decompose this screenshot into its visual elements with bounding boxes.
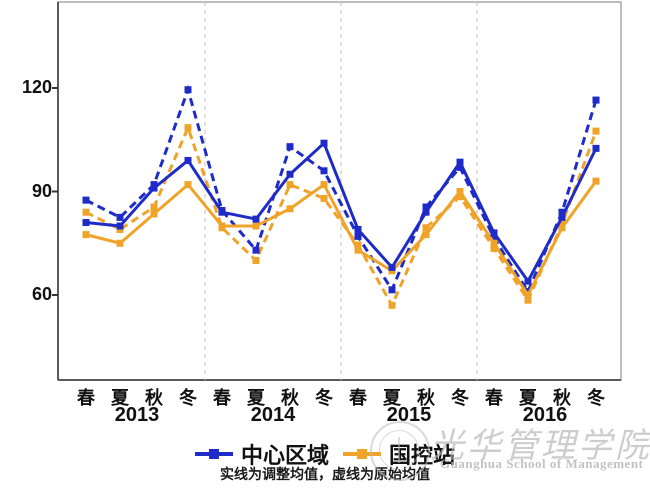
x-axis-label-season: 秋 [145, 388, 163, 408]
x-axis-label-season: 春 [77, 388, 95, 408]
x-axis-label-season: 春 [213, 388, 231, 408]
legend-label-national-station: 国控站 [389, 443, 456, 468]
x-axis-label-season: 冬 [451, 388, 469, 408]
x-axis-label-season: 春 [485, 388, 503, 408]
x-axis-label-season: 夏 [519, 388, 537, 408]
x-axis-label-season: 秋 [417, 388, 435, 408]
legend-item-center-region: 中心区域 [194, 438, 329, 470]
x-axis-label-year: 2015 [386, 404, 432, 426]
y-tick-label-90: 90 [31, 181, 52, 201]
x-axis-label-season: 春 [349, 388, 367, 408]
chart-legend: 中心区域 国控站 [0, 438, 650, 470]
x-axis-label-season: 冬 [315, 388, 333, 408]
legend-swatch-blue-line-icon [194, 449, 233, 459]
x-axis-label-season: 冬 [587, 388, 605, 408]
x-axis-label-season: 夏 [111, 388, 129, 408]
chart-caption: 实线为调整均值，虚线为原始均值 [220, 468, 430, 483]
y-tick-label-120: 120 [21, 77, 52, 97]
x-axis-label-season: 秋 [553, 388, 571, 408]
x-axis-label-year: 2013 [114, 404, 160, 426]
x-axis-label-year: 2016 [522, 404, 568, 426]
legend-item-national-station: 国控站 [343, 438, 455, 470]
x-axis-label-season: 夏 [383, 388, 401, 408]
x-axis-label-season: 夏 [247, 388, 265, 408]
x-axis-label-season: 秋 [281, 388, 299, 408]
x-axis-label-season: 冬 [179, 388, 197, 408]
x-axis-label-year: 2014 [250, 404, 296, 426]
legend-label-center-region: 中心区域 [240, 443, 329, 468]
legend-swatch-orange-line-icon [343, 449, 381, 459]
y-tick-label-60: 60 [31, 284, 52, 304]
